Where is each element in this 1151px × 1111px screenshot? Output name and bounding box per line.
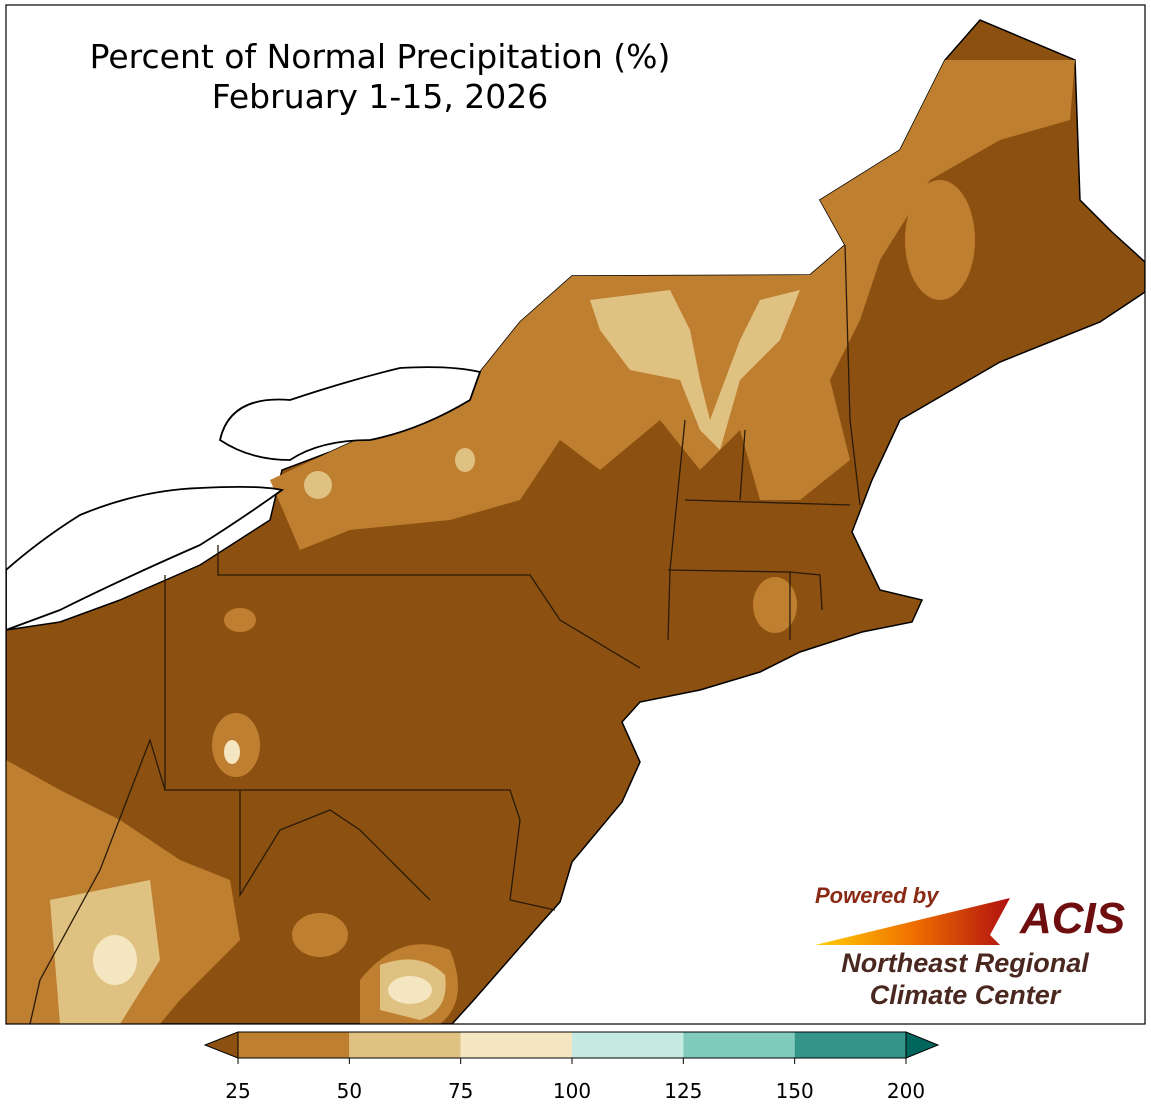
logo: Powered by ACIS Northeast Regional Clima… <box>815 883 1125 1010</box>
colorbar-bin <box>794 1032 906 1058</box>
colorbar-bin <box>460 1032 572 1058</box>
colorbar-bin <box>683 1032 795 1058</box>
great-lakes-shore <box>6 366 482 631</box>
colorbar-tick-label: 100 <box>553 1079 591 1103</box>
colorbar-tick-label: 75 <box>448 1079 473 1103</box>
subtitle: February 1-15, 2026 <box>212 77 549 116</box>
colorbar-tick-label: 125 <box>664 1079 702 1103</box>
colorbar-tick-label: 25 <box>225 1079 250 1103</box>
colorbar-under <box>203 1031 239 1059</box>
map-frame <box>5 4 1146 1025</box>
colorbar-bin <box>349 1032 461 1058</box>
state-borders <box>29 244 861 1024</box>
colorbar-bin <box>572 1032 684 1058</box>
colorbar-bin <box>238 1032 350 1058</box>
lighter-areas <box>6 60 1075 1024</box>
title: Percent of Normal Precipitation (%) <box>90 37 671 76</box>
powered-by: Powered by <box>815 883 940 908</box>
colorbar-tick-label: 200 <box>887 1079 925 1103</box>
org-line: Northeast Regional <box>841 948 1089 978</box>
map <box>6 19 1145 1024</box>
colorbar-over <box>905 1031 940 1059</box>
colorbar-tick-label: 50 <box>337 1079 362 1103</box>
org-line: Climate Center <box>870 980 1062 1010</box>
logo-name: ACIS <box>1019 894 1125 943</box>
colorbar-tick-label: 150 <box>776 1079 814 1103</box>
colorbar: 25 50 75 100 125 150 200 <box>203 1031 940 1103</box>
